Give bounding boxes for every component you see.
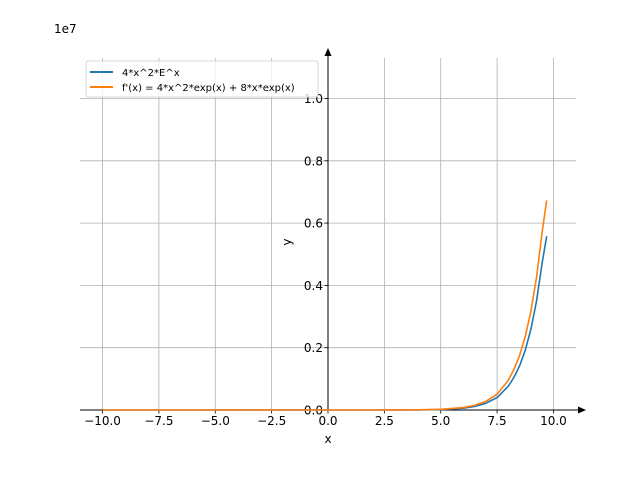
legend-label-series-2: f'(x) = 4*x^2*exp(x) + 8*x*exp(x) (122, 83, 295, 94)
y-tick-label: 0.4 (304, 279, 323, 293)
x-tick-label: 0.0 (318, 414, 337, 428)
legend-label-series-1: 4*x^2*E^x (122, 68, 180, 79)
y-axis-arrowhead (324, 48, 332, 56)
legend: 4*x^2*E^x f'(x) = 4*x^2*exp(x) + 8*x*exp… (85, 60, 319, 98)
series (102, 200, 548, 411)
y-tick-label: 0.6 (304, 217, 323, 231)
x-tick-label: 5.0 (431, 414, 450, 428)
y-tick-label: 0.2 (304, 341, 323, 355)
ticks: −10.0 −7.5 −5.0 −2.5 0.0 2.5 5.0 7.5 10.00.00.20… (84, 92, 567, 428)
x-tick-label: −10.0 (84, 414, 121, 428)
x-tick-label: −2.5 (257, 414, 286, 428)
legend-box (85, 60, 319, 98)
series-line-2 (102, 200, 548, 411)
x-axis-label: x (324, 432, 331, 446)
series-line-1 (102, 236, 548, 411)
y-axis-offset-text: 1e7 (54, 22, 77, 36)
axes (80, 48, 586, 414)
x-tick-label: −5.0 (201, 414, 230, 428)
x-axis-arrowhead (578, 406, 586, 414)
x-tick-label: 2.5 (375, 414, 394, 428)
x-tick-label: −7.5 (144, 414, 173, 428)
x-tick-label: 7.5 (488, 414, 507, 428)
y-tick-label: 0.8 (304, 154, 323, 168)
y-axis-label: y (280, 238, 294, 245)
x-tick-label: 10.0 (540, 414, 567, 428)
